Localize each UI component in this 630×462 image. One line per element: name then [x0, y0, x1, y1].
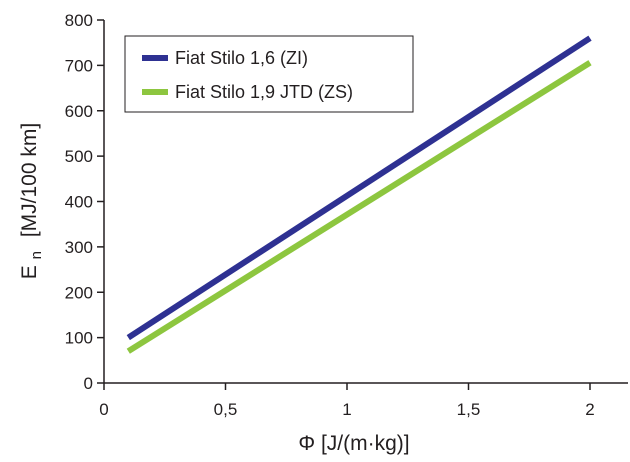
- y-tick-label: 100: [65, 329, 93, 348]
- y-tick-label: 600: [65, 102, 93, 121]
- plot-area: 0 100 200 300 400 500 600 700 800 0 0,5 1 1,5 2: [65, 11, 628, 419]
- y-axis-ticks: 0 100 200 300 400 500 600 700 800: [65, 11, 104, 393]
- x-tick-label: 0: [99, 400, 108, 419]
- x-axis-ticks: 0 0,5 1 1,5 2: [99, 383, 595, 419]
- series-lines: [126, 35, 592, 354]
- y-tick-label: 800: [65, 11, 93, 30]
- y-axis-title: E n [MJ/100 km]: [18, 123, 46, 279]
- series-line-fiat-stilo-zs: [126, 60, 592, 354]
- y-axis-title-text: E n [MJ/100 km]: [18, 123, 46, 279]
- legend: Fiat Stilo 1,6 (ZI) Fiat Stilo 1,9 JTD (…: [124, 35, 414, 113]
- y-tick-label: 0: [84, 374, 93, 393]
- legend-label-fiat-stilo-zs: Fiat Stilo 1,9 JTD (ZS): [175, 82, 353, 102]
- legend-label-fiat-stilo-zi: Fiat Stilo 1,6 (ZI): [175, 48, 308, 68]
- y-tick-label: 400: [65, 193, 93, 212]
- legend-box: [124, 35, 414, 113]
- y-axis-title-unit: [MJ/100 km]: [18, 123, 41, 237]
- y-tick-label: 700: [65, 56, 93, 75]
- y-tick-label: 500: [65, 147, 93, 166]
- y-axis-title-subscript: n: [28, 251, 45, 259]
- x-tick-label: 2: [585, 400, 594, 419]
- series-line-fiat-stilo-zi: [126, 35, 592, 341]
- x-tick-label: 0,5: [214, 400, 238, 419]
- x-tick-label: 1,5: [457, 400, 481, 419]
- y-tick-label: 200: [65, 283, 93, 302]
- y-tick-label: 300: [65, 238, 93, 257]
- x-tick-label: 1: [342, 400, 351, 419]
- x-axis-title: Φ [J/(m·kg)]: [298, 432, 409, 455]
- y-axis-title-symbol: E: [18, 265, 41, 279]
